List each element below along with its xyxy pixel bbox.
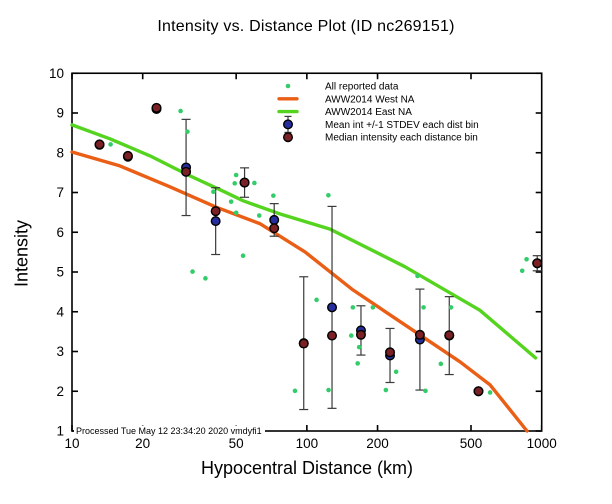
- reported-data-point: [256, 213, 262, 218]
- legend-item-label: Mean int +/-1 STDEV each dist bin: [325, 120, 479, 131]
- east-na-curve: [70, 123, 538, 360]
- reported-data-point: [421, 305, 426, 310]
- median-intensity-dot: [181, 166, 192, 177]
- median-intensity-dot: [151, 102, 162, 113]
- y-axis-tick-label: 2: [56, 384, 64, 399]
- legend-item-label: AWW2014 West NA: [325, 94, 415, 105]
- reported-data-point: [232, 181, 238, 186]
- legend-item-label: All reported data: [325, 82, 399, 93]
- reported-data-point: [228, 199, 234, 204]
- x-axis-tick-label: 500: [460, 436, 483, 451]
- y-axis-tick-label: 9: [56, 106, 64, 121]
- reported-data-point: [108, 142, 113, 147]
- reported-data-point: [348, 333, 354, 338]
- reported-data-point: [271, 193, 276, 198]
- y-axis-tick-label: 4: [56, 304, 64, 319]
- mean-intensity-dot: [210, 216, 221, 227]
- footer-timestamp: Processed Tue May 12 23:34:20 2020 vmdyf…: [76, 426, 262, 436]
- reported-data-point: [185, 129, 190, 134]
- mean-intensity-dot: [327, 302, 338, 313]
- reported-data-point: [190, 269, 195, 274]
- x-axis-tick-label: 1000: [527, 436, 557, 451]
- reported-data-point: [314, 297, 319, 303]
- reported-data-point: [240, 253, 246, 259]
- median-intensity-dot: [355, 329, 366, 340]
- reported-data-point: [292, 388, 298, 394]
- reported-data-point: [203, 276, 208, 281]
- x-axis-tick-label: 20: [135, 436, 150, 451]
- median-intensity-dot: [385, 347, 396, 358]
- legend-item-label: Median intensity each distance bin: [325, 133, 478, 144]
- reported-data-point: [415, 273, 420, 279]
- median-intensity-dot: [473, 386, 484, 397]
- reported-data-point: [252, 180, 257, 186]
- reported-data-point: [356, 344, 362, 350]
- median-intensity-dot: [532, 258, 543, 269]
- mean-intensity-dot: [269, 214, 280, 225]
- median-intensity-dot: [94, 139, 105, 150]
- median-intensity-dot: [210, 206, 221, 217]
- reported-data-point: [233, 172, 239, 178]
- x-axis-tick-label: 100: [296, 436, 319, 451]
- y-axis-tick-label: 3: [56, 344, 64, 359]
- reported-data-point: [524, 256, 529, 262]
- legend-median-dot-swatch: [283, 132, 294, 143]
- x-axis-tick-label: 50: [229, 436, 244, 451]
- reported-data-point: [326, 387, 331, 393]
- reported-data-point: [326, 192, 331, 198]
- x-axis-tick-label: 10: [64, 436, 79, 451]
- y-axis-tick-label: 1: [56, 424, 64, 439]
- median-intensity-dot: [122, 150, 133, 161]
- west-na-curve: [70, 150, 529, 433]
- median-intensity-dot: [444, 330, 455, 341]
- median-intensity-dot: [414, 329, 425, 340]
- y-axis-tick-label: 10: [49, 66, 64, 81]
- legend-all_data-dot-swatch: [285, 83, 291, 89]
- y-axis-tick-label: 6: [56, 225, 64, 240]
- reported-data-point: [350, 305, 356, 310]
- median-intensity-dot: [239, 177, 250, 188]
- reported-data-point: [178, 108, 183, 114]
- y-axis-tick-label: 5: [56, 265, 64, 280]
- chart-title: Intensity vs. Distance Plot (ID nc269151…: [157, 18, 455, 35]
- median-intensity-dot: [327, 330, 338, 341]
- median-intensity-dot: [298, 338, 309, 349]
- reported-data-point: [519, 268, 525, 274]
- y-axis-tick-label: 8: [56, 145, 64, 160]
- legend-mean-dot-swatch: [283, 119, 294, 130]
- reported-data-point: [487, 390, 493, 395]
- reported-data-point: [383, 387, 389, 393]
- legend-item-label: AWW2014 East NA: [325, 107, 412, 118]
- y-axis-tick-label: 7: [56, 185, 64, 200]
- x-axis-title: Hypocentral Distance (km): [200, 458, 414, 478]
- reported-data-point: [233, 210, 239, 216]
- reported-data-point: [448, 305, 454, 310]
- reported-data-point: [423, 388, 428, 394]
- reported-data-point: [393, 369, 399, 375]
- reported-data-point: [355, 361, 360, 366]
- reported-data-point: [370, 305, 376, 310]
- reported-data-point: [438, 361, 444, 367]
- reported-data-point: [211, 189, 216, 195]
- x-axis-tick-label: 200: [366, 436, 389, 451]
- median-intensity-dot: [269, 223, 280, 234]
- footer-backing: [74, 425, 265, 437]
